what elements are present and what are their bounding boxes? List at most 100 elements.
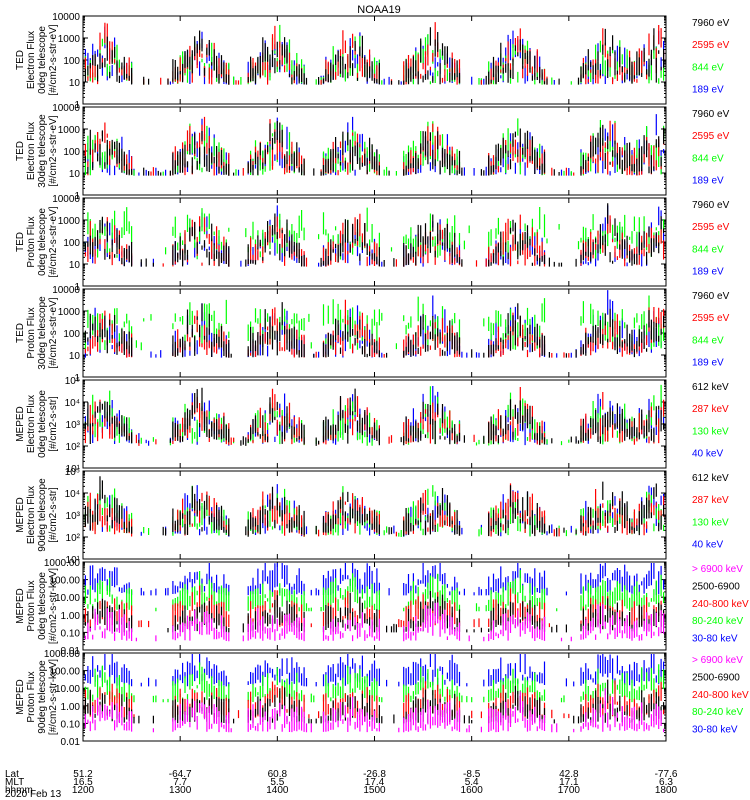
panel-6: 10¹ 10² 10³ 10⁴ 10⁵ MEPEDElectron Flux90deg t… — [15, 467, 729, 566]
axis-row-label: Lat — [5, 769, 19, 780]
axis-row-value: 16.5 — [73, 777, 93, 788]
legend-entry: 40 keV — [692, 540, 723, 551]
legend-entry: 2595 eV — [692, 131, 730, 142]
y-tick-label: 1000 — [58, 125, 81, 136]
y-axis-label-line: Electron Flux — [26, 486, 37, 544]
plot-frame — [82, 288, 667, 378]
y-tick-label: 10 — [69, 169, 81, 180]
y-axis-label: TEDElectron Flux0deg telescope[#/cm2-s-s… — [15, 24, 59, 95]
series-trace — [84, 387, 665, 446]
y-axis-label-line: [#/cm2-s-str-eV] — [48, 115, 59, 186]
legend-entry: 130 keV — [692, 517, 729, 528]
y-axis-label-line: MEPED — [15, 497, 26, 533]
legend-entry: > 6900 keV — [692, 564, 743, 575]
axis-row-value: 60.8 — [268, 769, 288, 780]
legend-entry: 844 eV — [692, 153, 724, 164]
y-tick-label: 1000.00 — [44, 558, 81, 569]
axis-row-value: 6.3 — [659, 777, 673, 788]
y-axis-label-line: 0deg telescope — [37, 26, 48, 94]
y-tick-label: 10000 — [52, 194, 80, 205]
y-axis-label-line: [#/cm2-s-str-eV] — [48, 24, 59, 95]
chart-title: NOAA19 — [357, 4, 400, 16]
legend-entry: 287 keV — [692, 404, 729, 415]
axis-row-value: 1700 — [558, 785, 581, 796]
y-tick-label: 1 — [74, 191, 80, 202]
axis-row-value: 1500 — [363, 785, 386, 796]
series-group — [84, 203, 665, 267]
y-axis-label-line: MEPED — [15, 406, 26, 442]
y-axis-label-line: [#/cm2-s-str] — [48, 487, 59, 543]
y-axis-label-line: Proton Flux — [26, 580, 37, 631]
legend-entry: 612 keV — [692, 473, 729, 484]
axis-row-value: -77.6 — [655, 769, 678, 780]
y-axis-label: MEPEDElectron Flux0deg telescope[#/cm2-s… — [15, 390, 59, 458]
y-axis-label-line: TED — [15, 141, 26, 161]
axis-row-label: MLT — [5, 777, 24, 788]
y-tick-label: 0.10 — [61, 719, 81, 730]
series-trace — [84, 476, 665, 537]
y-axis-label-line: TED — [15, 232, 26, 252]
y-axis-label: TEDElectron Flux30deg telescope[#/cm2-s-… — [15, 114, 59, 188]
axis-row-value: 1400 — [266, 785, 289, 796]
y-tick-label: 1 — [74, 373, 80, 384]
y-axis-label-line: Electron Flux — [26, 122, 37, 180]
y-tick-label: 100.00 — [49, 667, 80, 678]
y-tick-label: 10 — [69, 351, 81, 362]
legend-entry: 189 eV — [692, 358, 724, 369]
y-axis-label-line: MEPED — [15, 588, 26, 624]
legend-entry: 844 eV — [692, 335, 724, 346]
series-group — [84, 476, 665, 537]
legend-entry: 189 eV — [692, 176, 724, 187]
axis-row-value: 1300 — [169, 785, 192, 796]
y-tick-label: 1000 — [58, 216, 81, 227]
y-axis-label-line: Proton Flux — [26, 671, 37, 722]
legend-entry: 7960 eV — [692, 291, 730, 302]
series-trace — [84, 22, 665, 85]
y-axis-label-line: Proton Flux — [26, 307, 37, 358]
series-group — [84, 384, 665, 446]
series-trace — [84, 654, 665, 687]
axis-row-label: hhmm — [5, 785, 33, 796]
series-trace — [84, 602, 665, 642]
y-axis-label-line: [#/cm2-s-str-keV] — [48, 568, 59, 644]
y-tick-label: 10⁴ — [65, 398, 80, 409]
y-tick-label: 10¹ — [66, 464, 81, 475]
y-tick-label: 1.00 — [61, 611, 81, 622]
legend-entry: 7960 eV — [692, 18, 730, 29]
y-tick-label: 10000 — [52, 285, 80, 296]
axis-row-value: 7.7 — [173, 777, 187, 788]
y-axis-label-line: [#/cm2-s-str-eV] — [48, 206, 59, 277]
legend-entry: 189 eV — [692, 85, 724, 96]
y-tick-label: 1000.00 — [44, 649, 81, 660]
legend-entry: 2500-6900 — [692, 672, 740, 683]
legend-entry: 612 keV — [692, 382, 729, 393]
date-label: 2020 Feb 13 — [5, 789, 62, 800]
y-axis-label-line: TED — [15, 323, 26, 343]
series-group — [84, 563, 665, 642]
axis-row-value: 1600 — [461, 785, 484, 796]
y-axis-label-line: 30deg telescope — [37, 296, 48, 370]
legend-entry: 844 eV — [692, 244, 724, 255]
y-tick-label: 0.01 — [61, 737, 81, 748]
series-trace — [84, 302, 665, 358]
series-trace — [84, 27, 665, 85]
legend-entry: 40 keV — [692, 449, 723, 460]
legend-entry: 30-80 keV — [692, 634, 738, 645]
axis-row-value: -26.8 — [363, 769, 386, 780]
panel-5: 10¹ 10² 10³ 10⁴ 10⁵ MEPEDElectron Flux0deg te… — [15, 376, 729, 475]
legend-entry: 2595 eV — [692, 313, 730, 324]
y-tick-label: 10.00 — [55, 593, 80, 604]
series-group — [84, 654, 665, 733]
legend-entry: 30-80 keV — [692, 725, 738, 736]
y-axis-label: TEDProton Flux30deg telescope[#/cm2-s-st… — [15, 296, 59, 370]
y-axis-label-line: 30deg telescope — [37, 114, 48, 188]
y-tick-label: 10.00 — [55, 684, 80, 695]
y-tick-label: 10² — [66, 533, 81, 544]
y-axis-label-line: Electron Flux — [26, 395, 37, 453]
y-axis-label-line: 0deg telescope — [37, 390, 48, 458]
